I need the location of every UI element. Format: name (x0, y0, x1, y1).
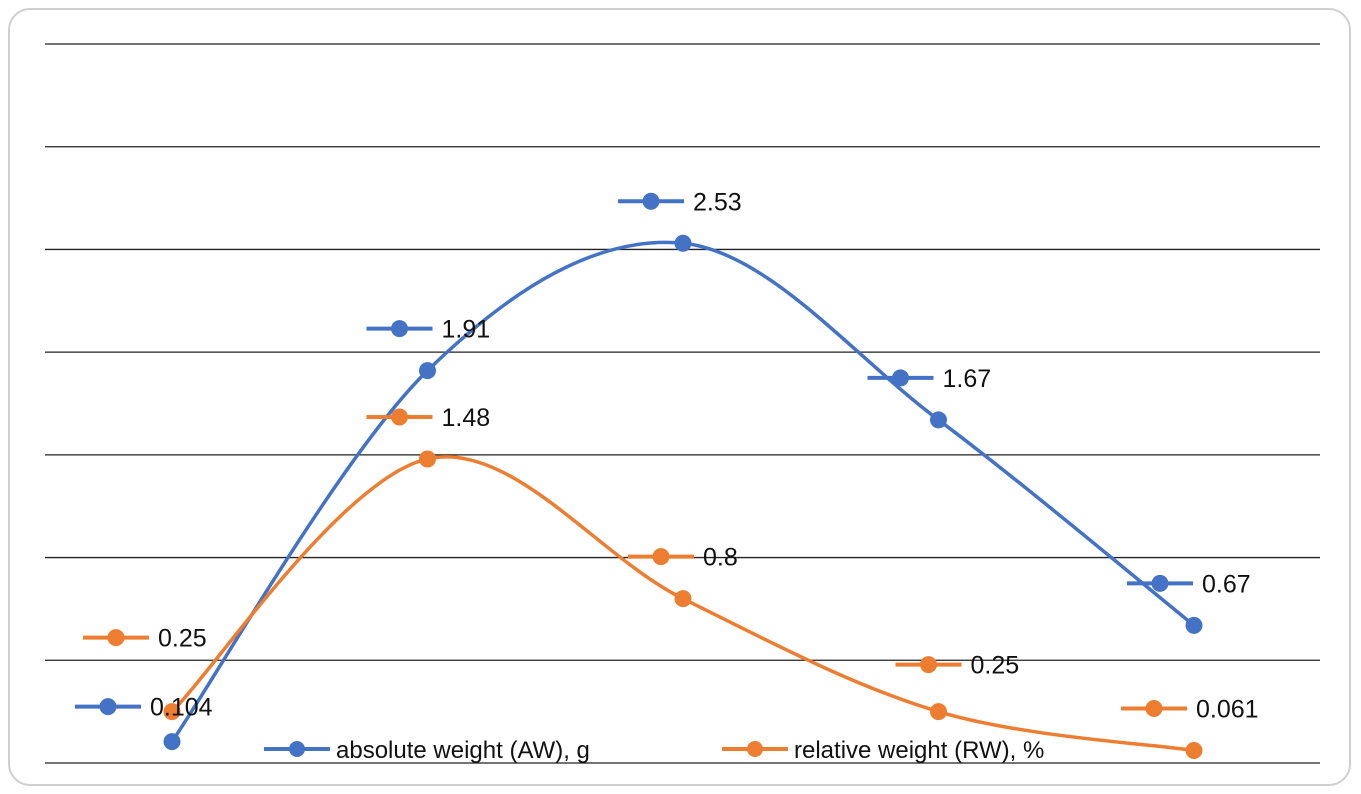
series-0-line (170, 240, 1196, 743)
series-points (163, 234, 1203, 759)
series-1-data-label: 0.061 (1196, 695, 1259, 723)
series-0-label-key-marker-icon (892, 369, 909, 387)
series-1-label-key-marker-icon (1145, 699, 1163, 717)
series-1-point (419, 450, 436, 468)
gridlines (45, 43, 1320, 764)
series-0-label-key-marker-icon (99, 698, 117, 716)
series-1-point (163, 703, 181, 721)
series-1-point (1185, 741, 1203, 759)
series-1-label-key-marker-icon (107, 629, 125, 647)
legend-item-aw: absolute weight (AW), g (264, 737, 590, 764)
series-1-line (170, 455, 1195, 753)
series-1-point (930, 703, 947, 721)
series-1-label-key-marker-icon (652, 548, 670, 566)
series-0-point (1185, 616, 1203, 634)
series-1-data-label: 0.25 (158, 625, 207, 653)
legend-rw-label: relative weight (RW), % (794, 737, 1044, 764)
series-0-point (930, 411, 947, 429)
series-1-point (674, 590, 692, 608)
series-0-data-label: 0.67 (1202, 570, 1251, 598)
series-1-label-key-marker-icon (391, 408, 408, 426)
series-1-data-label: 1.48 (442, 404, 491, 432)
series-0-data-label: 1.67 (943, 365, 992, 393)
series-lines (170, 240, 1196, 753)
legend: absolute weight (AW), g relative weight … (264, 737, 1044, 764)
legend-aw-marker-icon (289, 741, 305, 757)
series-0-label-key-marker-icon (1151, 574, 1169, 592)
series-1-data-label: 0.8 (703, 544, 738, 572)
series-0-point (163, 733, 181, 751)
chart-frame (8, 8, 1351, 786)
series-1-label-key-marker-icon (920, 656, 937, 674)
data-labels: 0.104 1.91 2.53 1.67 0.67 0.25 1.48 0.8 0.25 0.06… (75, 188, 1259, 723)
series-0-point (419, 362, 436, 380)
series-0-label-key-marker-icon (642, 192, 660, 210)
legend-rw-marker-icon (747, 741, 763, 757)
legend-aw-label: absolute weight (AW), g (336, 737, 590, 764)
series-0-data-label: 1.91 (442, 316, 491, 344)
series-0-data-label: 2.53 (693, 188, 742, 216)
series-1-data-label: 0.25 (971, 652, 1020, 680)
series-0-label-key-marker-icon (391, 320, 408, 338)
series-0-point (674, 234, 692, 252)
series-0-data-label: 0.104 (150, 694, 213, 722)
legend-item-rw: relative weight (RW), % (722, 737, 1044, 764)
